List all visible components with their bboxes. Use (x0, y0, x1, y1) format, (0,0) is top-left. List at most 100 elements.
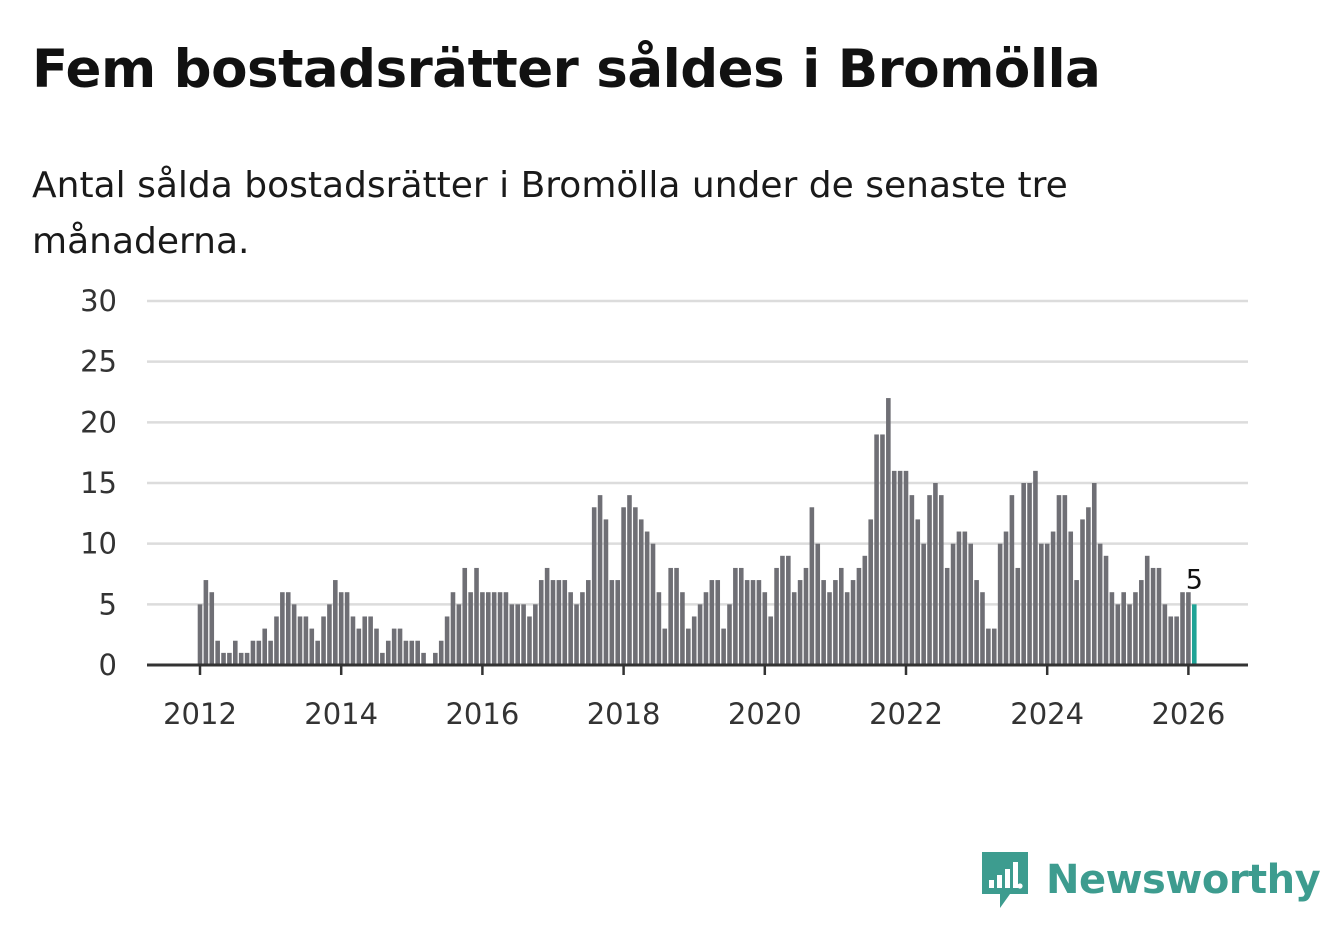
bar (462, 567, 468, 665)
bar (1180, 592, 1185, 665)
bar (874, 434, 879, 665)
bar (986, 628, 991, 665)
y-tick-label: 30 (80, 284, 117, 318)
bar (521, 604, 526, 665)
bar (662, 628, 668, 665)
bar (544, 567, 550, 665)
bar (750, 580, 756, 665)
x-tick-label: 2018 (587, 697, 661, 731)
bar (697, 604, 703, 665)
bar (927, 495, 932, 665)
bar (786, 555, 791, 665)
bar (797, 580, 803, 665)
bar-highlight (1191, 604, 1197, 665)
bar (1174, 616, 1179, 665)
bar (715, 580, 721, 665)
bar (950, 543, 956, 665)
bar (1086, 507, 1091, 665)
bar (668, 567, 673, 665)
bar (480, 592, 485, 665)
bar (891, 470, 897, 665)
x-tick-label: 2024 (1010, 697, 1084, 731)
bar (444, 616, 450, 665)
bar (1039, 543, 1044, 665)
bar (886, 398, 891, 665)
bar (227, 652, 232, 665)
x-tick-label: 2026 (1151, 697, 1225, 731)
bar (268, 640, 273, 665)
bar (691, 616, 697, 665)
bar (1003, 531, 1009, 665)
bar (862, 555, 868, 665)
bar (238, 652, 244, 665)
bar (474, 567, 479, 665)
bar (856, 567, 862, 665)
bar (609, 580, 615, 665)
bar (921, 543, 926, 665)
bar (1162, 604, 1168, 665)
bar (1074, 580, 1079, 665)
bar (703, 592, 709, 665)
bar (250, 640, 256, 665)
bar (650, 543, 656, 665)
bar (980, 592, 985, 665)
bar (762, 592, 768, 665)
bar (291, 604, 297, 665)
bar (215, 640, 220, 665)
bar (574, 604, 579, 665)
bar (944, 567, 950, 665)
bar (1133, 592, 1138, 665)
bar (709, 580, 715, 665)
bar (580, 592, 585, 665)
bar (844, 592, 850, 665)
bar (533, 604, 538, 665)
bar (321, 616, 326, 665)
bar (1144, 555, 1150, 665)
bar (644, 531, 650, 665)
bar (880, 434, 885, 665)
newsworthy-logo-icon (982, 852, 1028, 908)
bar (780, 555, 785, 665)
bar (591, 507, 597, 665)
bar (833, 580, 838, 665)
bar (968, 543, 974, 665)
bar (1009, 495, 1015, 665)
bar (597, 495, 603, 665)
bar (1103, 555, 1109, 665)
bar (1139, 580, 1144, 665)
bar (450, 592, 456, 665)
bar (1062, 495, 1068, 665)
bar (433, 652, 438, 665)
newsworthy-logo[interactable]: Newsworthy (980, 850, 1321, 910)
bar (838, 567, 844, 665)
bar (868, 519, 873, 665)
bar (562, 580, 568, 665)
bar (368, 616, 373, 665)
bar (503, 592, 509, 665)
bar (733, 567, 738, 665)
data-label-latest: 5 (1186, 564, 1203, 595)
bar (933, 483, 938, 665)
bar (356, 628, 362, 665)
bar (1109, 592, 1115, 665)
bar (962, 531, 968, 665)
bar (738, 567, 744, 665)
bar (244, 652, 250, 665)
bar (809, 507, 815, 665)
bar (939, 495, 944, 665)
bar (556, 580, 562, 665)
bar (233, 640, 238, 665)
bar (350, 616, 356, 665)
bar (633, 507, 638, 665)
bar (515, 604, 520, 665)
bar (421, 652, 426, 665)
y-tick-label: 5 (99, 587, 117, 621)
bar (1115, 604, 1121, 665)
bar (774, 567, 779, 665)
bar (674, 567, 679, 665)
bar (538, 580, 544, 665)
bar (485, 592, 491, 665)
bar (1027, 483, 1032, 665)
bar (527, 616, 532, 665)
